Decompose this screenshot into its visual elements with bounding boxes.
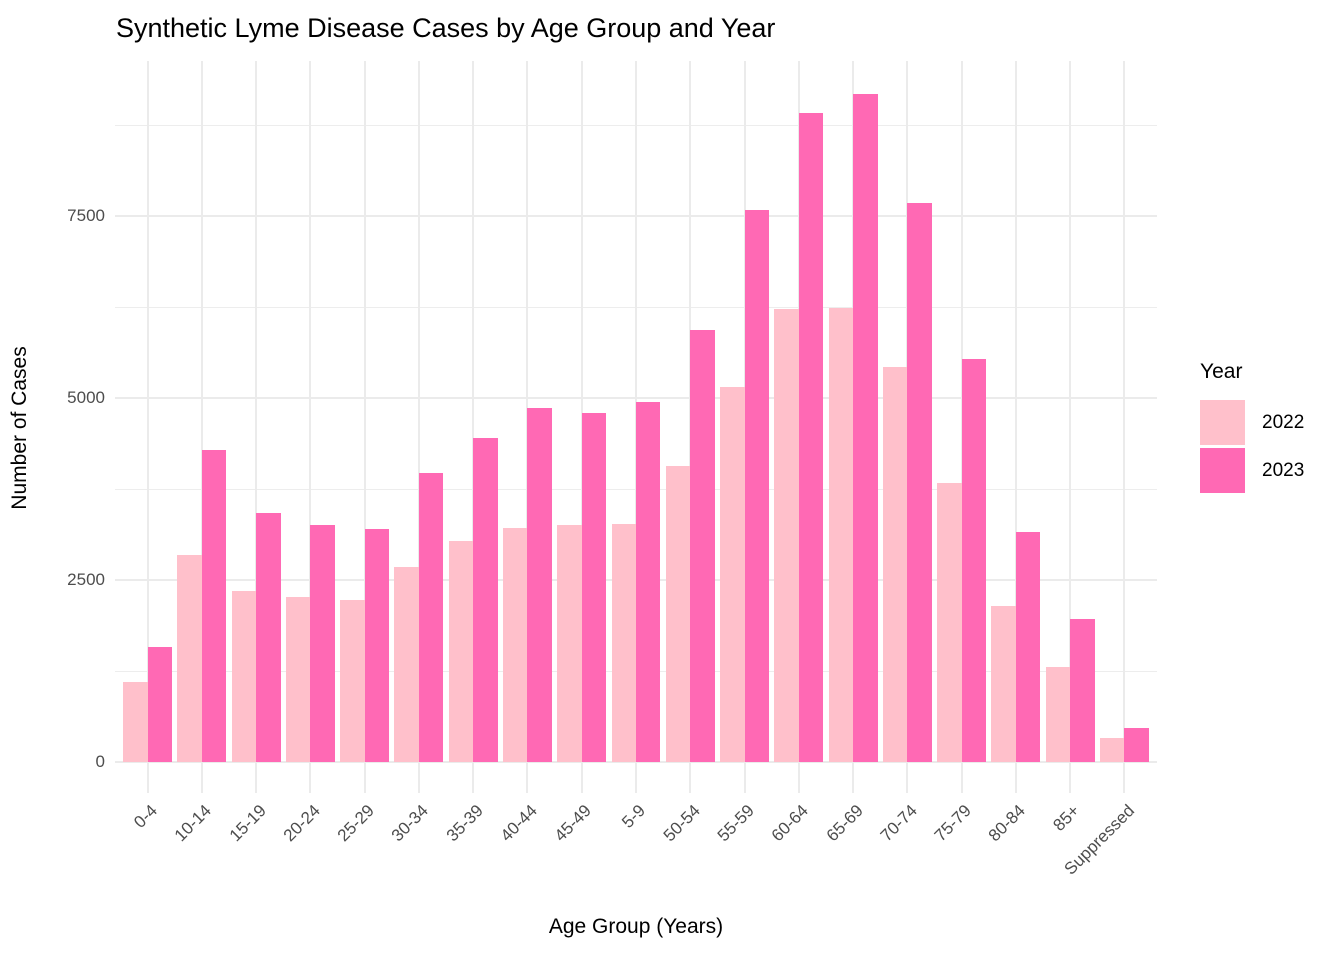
x-tick-label-15-19: 15-19 (225, 801, 270, 846)
bar-2023-60-64 (798, 113, 824, 762)
bar-2022-75-79 (937, 483, 962, 762)
y-tick-label-7500: 7500 (67, 206, 105, 226)
bar-2023-35-39 (473, 438, 498, 762)
gridline-major-x-35-39 (472, 61, 475, 793)
bar-2022-10-14 (177, 554, 202, 762)
bar-2022-60-64 (774, 309, 799, 762)
x-tick-label-0-4: 0-4 (130, 801, 161, 832)
bar-2023-Suppressed (1124, 727, 1149, 762)
legend-item-2023: 2023 (1200, 448, 1304, 493)
bar-2023-75-79 (961, 358, 987, 762)
bar-2023-25-29 (364, 529, 390, 762)
bar-2022-40-44 (503, 528, 528, 762)
x-tick-label-60-64: 60-64 (768, 801, 813, 846)
bar-2023-45-49 (581, 413, 607, 762)
x-tick-label-45-49: 45-49 (550, 801, 596, 846)
gridline-major-x-80-84 (1014, 61, 1017, 793)
legend: Year 2022 2023 (1200, 360, 1304, 496)
y-axis-title: Number of Cases (8, 346, 31, 510)
x-tick-label-75-79: 75-79 (930, 801, 976, 846)
x-tick-label-5-9: 5-9 (618, 801, 650, 832)
bar-2022-70-74 (882, 366, 908, 762)
y-tick-label-0: 0 (95, 752, 105, 771)
x-tick-label-55-59: 55-59 (713, 801, 758, 846)
x-tick-label-25-29: 25-29 (333, 801, 379, 846)
x-tick-label-85+: 85+ (1049, 801, 1084, 835)
bar-2023-80-84 (1015, 531, 1041, 762)
gridline-major-x-85+ (1069, 61, 1072, 793)
bar-2022-20-24 (285, 597, 311, 762)
plot-panel (115, 61, 1157, 793)
legend-swatch-2022 (1200, 400, 1245, 445)
y-tick-label-2500: 2500 (67, 570, 105, 590)
bar-2022-Suppressed (1100, 737, 1125, 762)
chart-title: Synthetic Lyme Disease Cases by Age Grou… (116, 13, 776, 43)
bar-2022-50-54 (665, 465, 691, 762)
y-tick-label-5000: 5000 (67, 388, 105, 408)
legend-label-2023: 2023 (1262, 459, 1305, 481)
bar-2023-20-24 (310, 524, 335, 762)
bar-2022-55-59 (720, 387, 745, 762)
bar-2022-30-34 (394, 566, 419, 762)
x-tick-label-35-39: 35-39 (442, 801, 487, 846)
x-axis-title: Age Group (Years) (548, 915, 724, 938)
bar-2023-55-59 (744, 210, 769, 762)
bar-2022-35-39 (448, 540, 474, 762)
bar-2022-15-19 (231, 590, 257, 762)
x-tick-label-80-84: 80-84 (985, 801, 1030, 846)
x-tick-label-40-44: 40-44 (496, 801, 541, 846)
bar-2023-65-69 (853, 94, 878, 762)
bar-2022-5-9 (611, 523, 636, 762)
bar-2022-25-29 (340, 599, 365, 762)
bar-2022-0-4 (123, 681, 148, 762)
bar-2023-30-34 (418, 473, 444, 762)
gridline-major-x-30-34 (417, 61, 420, 793)
bar-2023-10-14 (201, 449, 227, 762)
bar-2022-80-84 (991, 606, 1016, 762)
bar-2023-85+ (1070, 619, 1095, 762)
gridline-major-x-20-24 (309, 61, 312, 793)
bar-2023-5-9 (636, 401, 661, 762)
gridline-major-x-10-14 (200, 61, 203, 793)
bar-2022-45-49 (557, 524, 582, 762)
legend-item-2022: 2022 (1200, 400, 1304, 445)
x-tick-label-20-24: 20-24 (279, 801, 324, 846)
gridline-major-x-15-19 (255, 61, 258, 793)
x-tick-label-30-34: 30-34 (388, 801, 433, 846)
x-tick-label-50-54: 50-54 (659, 801, 704, 846)
x-tick-label-70-74: 70-74 (876, 801, 921, 846)
bar-2023-15-19 (256, 513, 281, 762)
gridline-major-x-Suppressed (1123, 61, 1126, 793)
bar-2023-50-54 (690, 330, 715, 762)
bar-2022-65-69 (828, 307, 854, 762)
bar-2023-40-44 (527, 408, 552, 762)
legend-title: Year (1200, 360, 1243, 383)
legend-label-2022: 2022 (1262, 411, 1305, 433)
bar-2022-85+ (1045, 667, 1071, 762)
x-tick-label-65-69: 65-69 (822, 801, 867, 846)
legend-swatch-2023 (1200, 448, 1245, 493)
gridline-major-x-0-4 (146, 61, 149, 793)
bar-2023-0-4 (147, 646, 172, 762)
gridline-major-x-25-29 (363, 61, 366, 793)
bar-2023-70-74 (907, 202, 932, 762)
x-tick-label-10-14: 10-14 (171, 801, 216, 846)
